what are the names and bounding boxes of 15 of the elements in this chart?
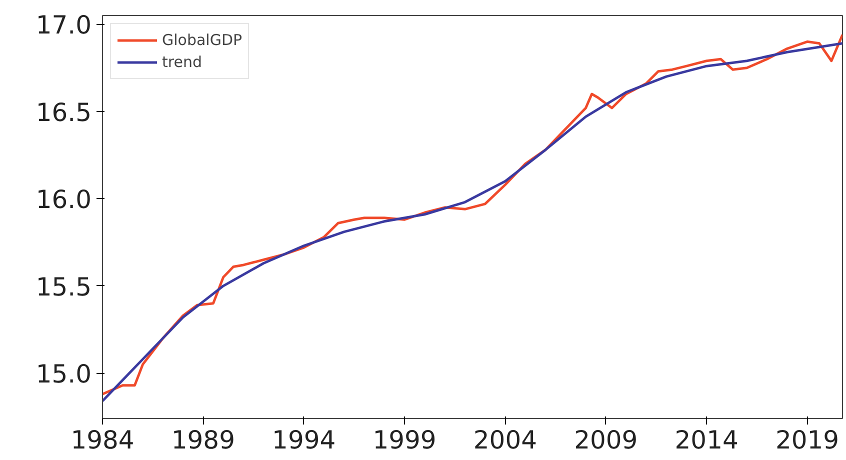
legend-label: GlobalGDP <box>162 31 242 49</box>
x-tick-label: 2019 <box>775 426 840 454</box>
x-tick-label: 1989 <box>171 426 235 454</box>
y-tick-label: 16.5 <box>36 98 92 127</box>
legend-label: trend <box>162 53 202 71</box>
y-tick-label: 16.0 <box>36 185 92 214</box>
x-tick-label: 1984 <box>70 426 134 454</box>
x-tick-label: 2014 <box>674 426 738 454</box>
x-tick-label: 2004 <box>473 426 538 454</box>
y-tick-label: 15.5 <box>36 272 92 302</box>
y-tick-label: 15.0 <box>36 360 92 389</box>
x-tick-label: 1999 <box>372 426 436 454</box>
x-tick-label: 2009 <box>574 426 638 454</box>
x-tick-label: 1994 <box>272 426 336 454</box>
y-tick-label: 17.0 <box>36 10 92 40</box>
